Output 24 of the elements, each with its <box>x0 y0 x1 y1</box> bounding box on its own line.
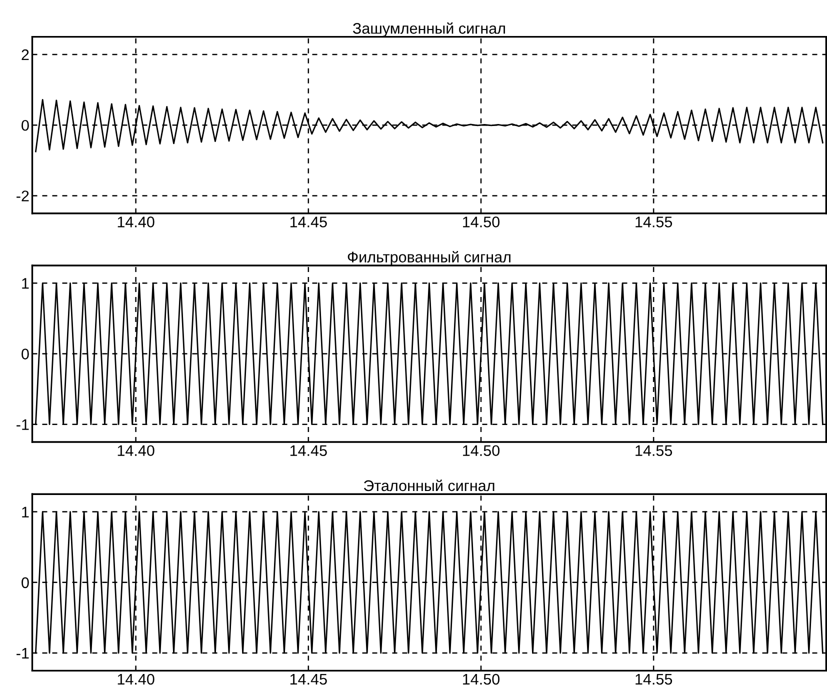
x-tick-label: 14.40 <box>118 216 154 228</box>
x-tick-label: 14.50 <box>463 674 500 685</box>
x-tick-label: 14.45 <box>290 674 327 685</box>
x-tick-label: 14.50 <box>463 445 500 456</box>
y-tick-label: 2 <box>22 49 29 60</box>
x-tick-label: 14.40 <box>118 445 154 456</box>
y-tick-label: 1 <box>22 278 29 289</box>
x-tick-label: 14.55 <box>636 445 672 456</box>
chart-title: Фильтрованный сигнал <box>348 250 510 266</box>
y-tick-label: -1 <box>16 648 29 659</box>
x-tick-label: 14.45 <box>290 445 327 456</box>
chart-title: Зашумленный сигнал <box>352 22 505 37</box>
y-tick-label: 0 <box>22 348 29 360</box>
x-tick-label: 14.50 <box>463 216 500 228</box>
x-tick-label: 14.45 <box>290 216 327 228</box>
chart-title: Эталонный сигнал <box>364 480 494 492</box>
x-tick-label: 14.40 <box>118 674 154 685</box>
y-tick-label: 0 <box>22 577 29 588</box>
y-tick-label: -2 <box>16 190 29 202</box>
y-tick-label: -1 <box>16 419 29 430</box>
x-tick-label: 14.55 <box>636 674 672 685</box>
y-tick-label: 0 <box>22 120 29 131</box>
x-tick-label: 14.55 <box>636 216 672 228</box>
y-tick-label: 1 <box>22 506 29 518</box>
